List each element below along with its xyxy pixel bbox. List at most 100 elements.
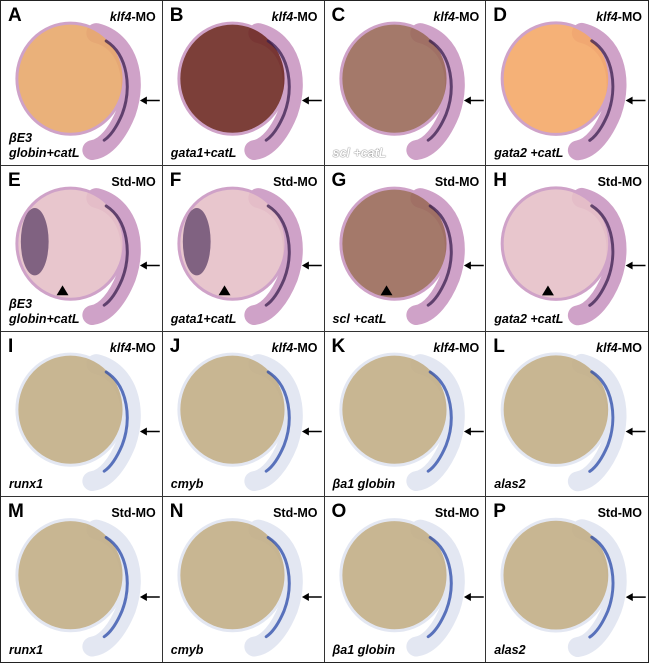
embryo-image [15,186,160,326]
embryo-tail [568,22,627,161]
panel-letter: J [169,335,181,357]
probe-caption: alas2 [494,643,526,657]
probe-caption: cmyb [170,643,204,657]
stain-signal [264,535,291,638]
panel-h: H Std-MO gata2 +catL [486,166,648,332]
morpholino-label: klf4-MO [271,340,318,355]
embryo-yolk [340,353,448,465]
probe-caption: βa1 globin [332,476,396,491]
morpholino-label: Std-MO [434,505,480,520]
embryo-yolk [502,188,610,300]
morpholino-label: Std-MO [273,175,318,190]
embryo-tail [244,353,303,491]
arrow-icon [625,261,646,270]
embryo-tail [82,23,141,161]
arrow-icon [139,96,160,105]
probe-caption: scl +catL [332,146,387,161]
panel-m: M Std-MO runx1 [1,496,163,662]
probe-caption: βE3 globin+catL [9,131,80,161]
morpholino-label: klf4-MO [109,10,156,24]
embryo-yolk [502,353,610,465]
panel-letter: D [493,5,507,26]
embryo-tail [405,519,465,657]
arrow-icon [625,96,646,105]
embryo-yolk-outline [338,517,450,632]
embryo-image [500,21,646,161]
morpholino-label: Std-MO [434,175,480,190]
embryo-yolk [16,519,125,631]
arrow-icon [463,96,484,105]
probe-caption: runx1 [9,643,44,657]
probe-caption: gata2 +catL [494,311,564,326]
panel-e: E Std-MO βE3 globin+catL [1,166,163,332]
morpholino-label: klf4-MO [433,10,480,24]
arrow-icon [301,261,322,270]
arrow-icon [625,427,646,436]
embryo-yolk-outline [500,351,612,467]
stain-signal [264,204,291,307]
stain-signal [264,369,291,473]
embryo-tail [568,353,627,491]
stain-cluster [182,208,211,276]
panel-letter: P [493,500,506,522]
morpholino-label: Std-MO [597,505,642,520]
arrow-icon [463,427,484,435]
embryo-tail [568,188,627,326]
embryo-image [338,352,484,491]
stain-signal [264,39,291,142]
embryo-tail [405,23,465,161]
panel-letter: E [8,170,21,192]
embryo-image [500,351,646,491]
embryo-yolk-outline [338,352,450,467]
morpholino-label: klf4-MO [596,10,642,24]
panel-g: G Std-MO scl +catL [324,166,487,332]
embryo-yolk-outline [177,186,288,301]
arrowhead-icon [542,285,555,296]
arrowhead-icon [380,285,392,296]
embryo-tail [405,353,465,491]
arrow-icon [139,261,160,270]
panel-letter: F [169,170,182,192]
embryo-yolk-outline [338,21,450,136]
embryo-yolk [340,188,448,300]
stain-cluster [20,208,49,276]
probe-caption: cmyb [170,476,204,491]
probe-caption: βa1 globin [332,643,396,657]
probe-caption: βE3 globin+catL [9,296,80,326]
embryo-image [500,517,647,657]
panel-letter: H [493,170,507,192]
arrow-icon [301,427,322,435]
panel-letter: I [8,335,14,357]
embryo-tail [405,188,465,326]
embryo-tail [244,23,303,161]
stain-signal [102,39,129,142]
stain-signal [426,369,453,473]
embryo-yolk-outline [15,21,126,136]
panel-letter: M [8,500,24,522]
panel-letter: A [8,5,22,26]
stain-signal [102,535,129,638]
embryo-yolk-outline [500,517,612,633]
panel-letter: K [331,335,346,357]
embryo-image [177,352,322,491]
embryo-yolk [178,519,286,631]
panel-o: O Std-MO βa1 globin [325,496,487,662]
embryo-yolk [16,353,125,465]
embryo-yolk [16,23,125,135]
embryo-image [15,352,160,491]
embryo-image [177,186,322,326]
embryo-yolk-outline [177,352,288,467]
panel-letter: G [331,170,347,192]
embryo-image [338,186,484,326]
panel-n: N Std-MO cmyb [163,496,325,662]
embryo-yolk [502,518,611,631]
stain-signal [588,204,615,308]
embryo-yolk-outline [500,186,612,302]
